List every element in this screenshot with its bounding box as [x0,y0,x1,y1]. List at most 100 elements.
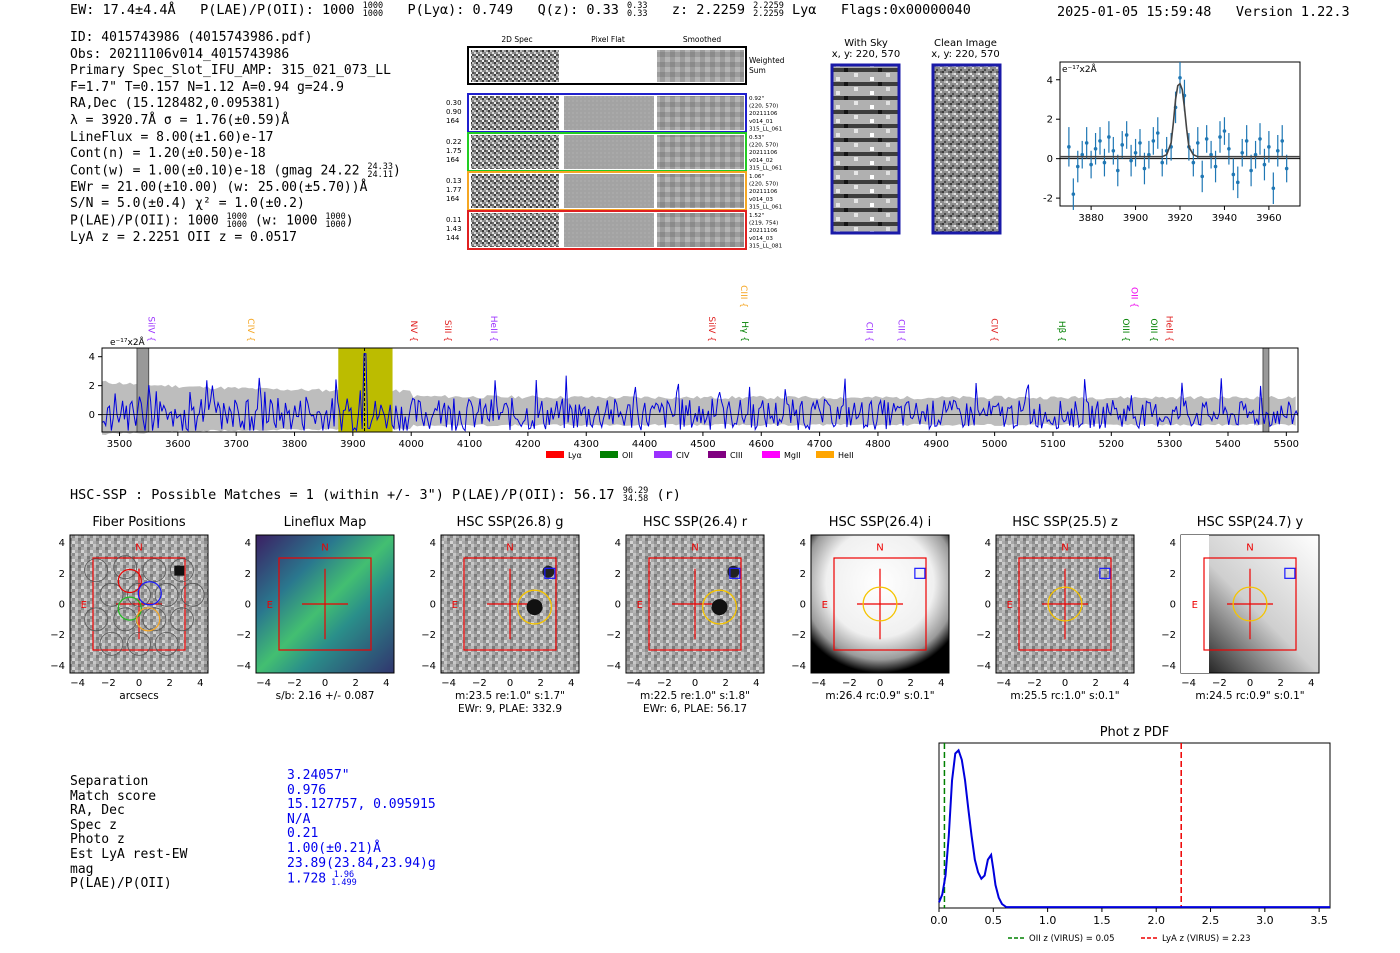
full-x-tick-label: 4600 [749,439,774,450]
full-x-tick-label: 5100 [1040,439,1065,450]
cutout-left-value: 0.13 [446,177,462,185]
plae-info-hi: 1000 [226,212,248,223]
panel-x-tick-label: −4 [626,678,641,689]
full-x-tick-label: 3800 [282,439,307,450]
full-x-tick-label: 4500 [690,439,715,450]
panel-y-tick-label: 0 [985,600,991,611]
cutout-smooth-cell [657,96,744,130]
panel-y-tick-label: 0 [1170,600,1176,611]
full-y-tick-label: 4 [89,352,95,363]
fiber-circle [154,582,179,607]
panel-caption: arcsecs [119,690,158,702]
fiber-circle [142,558,167,583]
zoom-data-point [1275,148,1280,153]
fiber-circle [180,582,205,607]
full-x-tick-label: 3500 [107,439,132,450]
panel-x-tick-label: 0 [1062,678,1068,689]
plae-info-lo: 1000 [226,220,248,231]
full-x-tick-label: 3900 [340,439,365,450]
match-value: 1.728 1.96 1.499 [287,870,357,889]
info-obs: Obs: 20211106v014_4015743986 [70,46,290,62]
fiber-circle [84,558,108,583]
cutout-left-value: 0.90 [446,108,462,116]
full-x-tick-label: 4100 [457,439,482,450]
zoom-x-tick-label: 3940 [1212,213,1237,224]
sum-label: Sum [749,66,766,75]
panel-y-tick-label: −4 [791,661,806,672]
info-plae: P(LAE)/P(OII): 1000 1000 1000 (w: 1000 10… [70,213,401,230]
plae-w-hi: 1000 [325,212,346,223]
panel-title: HSC SSP(24.7) y [1197,515,1304,530]
aperture-box [278,557,372,651]
zoom-data-point [1084,141,1089,145]
panel-title: HSC SSP(26.4) r [643,515,748,530]
cutout-right-value: 315_LL_081 [749,243,783,249]
full-x-tick-label: 4700 [807,439,832,450]
full-y-tick-label: 2 [89,381,95,392]
cutout-left-value: 1.43 [446,225,462,233]
pdf-legend-label: OII z (VIRUS) = 0.05 [1029,934,1115,944]
header-bar: EW: 17.4±4.4Å P(LAE)/P(OII): 1000 1000 10… [70,2,971,19]
info-radec: RA,Dec (15.128482,0.095381) [70,96,282,112]
full-unit-label: e⁻¹⁷x2Å [110,336,146,348]
panel-y-tick-label: −4 [50,661,65,672]
zoom-data-point [1133,150,1138,155]
emission-line-label: SiIV { [706,316,716,342]
legend-label: CIV [676,451,690,460]
legend-swatch [546,451,564,458]
neighbor-box [544,567,556,579]
info-sn: S/N = 5.0(±0.4) χ² = 1.0(±0.2) [70,196,305,212]
clean-image [931,63,1002,235]
match-label: Photo z [70,832,125,848]
cutout-right-value: (220, 570) [749,143,778,149]
panel-caption: m:22.5 re:1.0" s:1.8" [640,690,750,702]
match-value: 0.976 [287,782,327,798]
datetime-text: 2025-01-05 15:59:48 [1057,4,1212,20]
line-fit-plot: 3880 3900 3920 3940 3960 -2 0 2 4 e⁻¹⁷x2Å [1043,61,1301,224]
panel-caption: s/b: 2.16 +/- 0.087 [276,690,375,702]
hsc-lo: 34.58 [622,494,649,504]
panel-y-tick-label: 4 [800,538,806,549]
fiber-circle [170,558,194,583]
zoom-data-point [1142,166,1147,171]
bright-source [526,599,543,616]
panel-x-tick-label: 4 [938,678,944,689]
panel-x-tick-label: −2 [842,678,857,689]
fiber-circle [99,582,124,607]
emission-line-label: NV { [408,321,418,342]
north-label: N [321,542,328,553]
panel-x-tick-label: −4 [70,678,85,689]
aperture-box [833,557,927,651]
contw-hi: 24.33 [367,161,394,172]
zoom-x-tick-label: 3900 [1123,213,1148,224]
zoom-data-point [1075,164,1080,169]
zoom-data-point [1160,160,1165,165]
info-lambda: λ = 3920.7Å σ = 1.76(±0.59)Å [70,112,290,128]
zoom-data-point [1111,148,1116,153]
match-label: Est LyA rest-EW [70,846,188,862]
emission-line-label: OII { [1129,287,1139,308]
panel-y-tick-label: −2 [1161,630,1176,641]
full-x-tick-label: 5400 [1215,439,1240,450]
zoom-data-point [1271,186,1276,191]
cutout-right-value: 20211106 [749,228,778,234]
cutout-right-value: v014_03 [749,236,773,242]
plae-bounds: 1000 1000 [363,2,383,19]
match-label: Match score [70,788,157,804]
zoom-data-point [1267,145,1271,149]
with-sky-image [830,63,901,235]
panel-y-tick-label: −2 [791,630,806,641]
north-label: N [1061,542,1068,553]
col-2d-label: 2D Spec [501,35,532,44]
fiber-circle [84,607,108,632]
cutout-right-value: (220, 570) [749,104,778,110]
counterpart-ellipse [517,589,553,625]
zoom-data-point [1222,129,1227,133]
zoom-data-point [1195,141,1200,145]
panel-y-tick-label: −4 [1161,661,1176,672]
hsc-band: (r) [656,487,681,503]
bright-source [727,565,740,578]
panel-x-tick-label: 4 [1123,678,1129,689]
emission-line-label: OIII { [1120,318,1130,342]
match-label: Spec z [70,817,117,833]
